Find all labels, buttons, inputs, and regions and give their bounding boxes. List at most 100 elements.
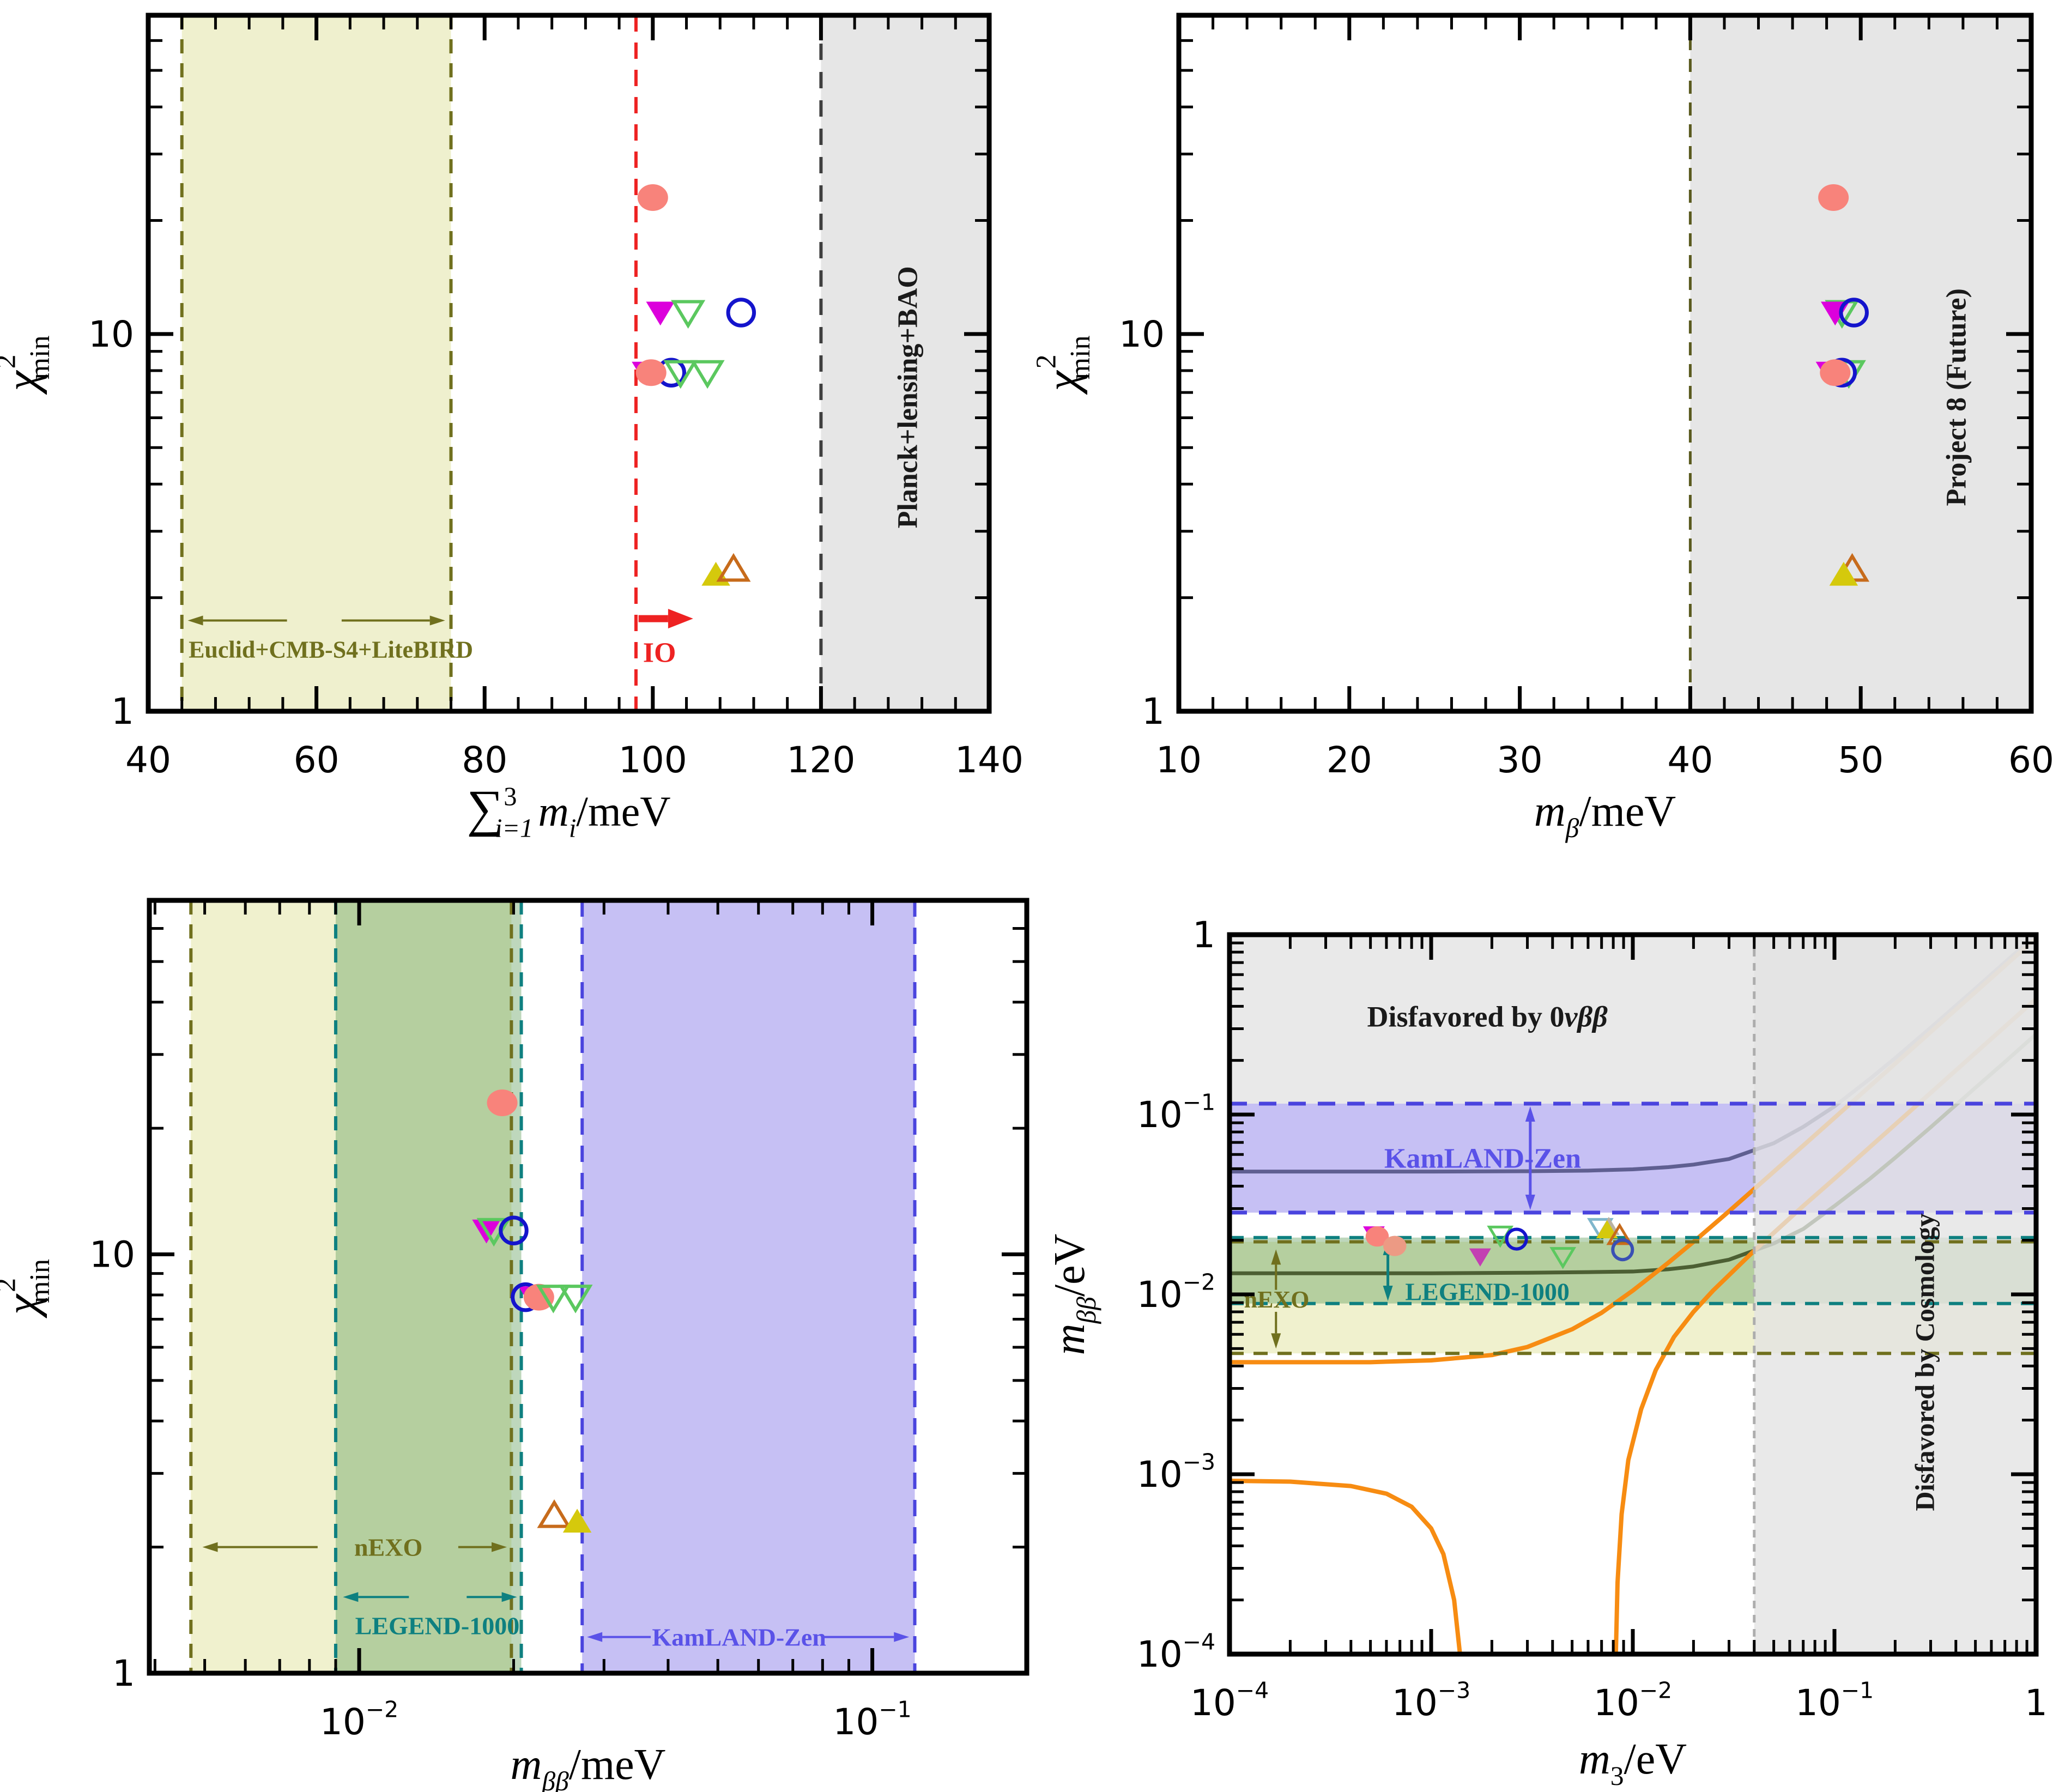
marker-filled-up-triangle — [701, 561, 730, 586]
planck-lensing-bao-band — [821, 15, 989, 711]
x-tick-label: 40 — [125, 739, 171, 781]
y-tick-label: 1 — [1192, 914, 1215, 956]
arrow — [1271, 1311, 1281, 1349]
arrow-head — [668, 609, 693, 629]
planck-label: Planck+lensing+BAO — [892, 266, 923, 528]
marker-open-circle — [1505, 1227, 1528, 1251]
marker-open-down-triangle — [1549, 1247, 1577, 1269]
marker-open-circle — [499, 1215, 529, 1245]
nexo-band — [191, 900, 512, 1673]
y-tick-label: 1 — [112, 1652, 135, 1694]
y-tick-label: 1 — [1142, 691, 1165, 732]
y-tick-label: 10 — [88, 313, 134, 355]
nexo-label: nEXO — [354, 1533, 422, 1561]
arrow-head — [1525, 1194, 1535, 1210]
arrow-head — [894, 1632, 910, 1642]
marker-open-up-triangle — [537, 1499, 572, 1528]
y-tick-label: 10−2 — [1137, 1269, 1215, 1316]
arrow-head — [429, 615, 445, 626]
disfavored-cosmology-label: Disfavored by Cosmology — [1909, 1213, 1940, 1511]
x-tick-label: 140 — [955, 739, 1024, 781]
mbb-vs-m3-axes: 10−4 10−3 10−2 10−1 1 1 10−1 10−2 10−3 10−4 — [1137, 914, 2048, 1724]
marker-open-down-triangle — [663, 360, 698, 389]
marker-open-down-triangle — [558, 1285, 593, 1313]
y-tick-label: 10−4 — [1137, 1628, 1215, 1675]
marker-filled-circle — [635, 359, 667, 386]
kamland-zen-label: KamLAND-Zen — [652, 1623, 826, 1651]
y-axis-title: χ2min — [0, 335, 56, 395]
x-tick-label: 10−2 — [320, 1696, 398, 1743]
marker-open-down-triangle — [536, 1285, 571, 1313]
x-axis-title: mββ/meV — [511, 1741, 666, 1792]
kamland-zen-label: KamLAND-Zen — [1384, 1143, 1581, 1174]
y-tick-label: 10−3 — [1137, 1449, 1215, 1496]
chi2-vs-summi-bands — [181, 15, 989, 711]
chi2-vs-mbb-bands — [191, 900, 915, 1673]
x-tick-label: 60 — [2008, 739, 2054, 781]
marker-filled-down-triangle — [1469, 1248, 1491, 1267]
marker-filled-circle — [523, 1284, 554, 1311]
arrow — [1525, 1106, 1535, 1210]
arrow — [458, 1542, 507, 1552]
chi2-vs-mbeta-axes: 10 20 30 40 50 60 1 10 — [1119, 13, 2054, 781]
y-axis-title: χ2min — [0, 1259, 56, 1318]
chi2-vs-mbb-markers — [472, 1089, 593, 1533]
arrow-head — [202, 1542, 218, 1552]
x-tick-label: 50 — [1838, 739, 1884, 781]
marker-open-circle — [1839, 298, 1869, 328]
x-tick-label: 1 — [2025, 1682, 2048, 1724]
marker-filled-circle — [1383, 1236, 1407, 1256]
arrow-head — [492, 1542, 507, 1552]
legend1000-label: LEGEND-1000 — [355, 1612, 520, 1639]
arrow-head — [1383, 1285, 1393, 1301]
arrow — [1271, 1249, 1281, 1290]
marker-filled-circle — [487, 1089, 518, 1116]
nexo-label: nEXO — [1244, 1286, 1310, 1312]
marker-filled-circle — [1818, 184, 1849, 211]
legend1000-label: LEGEND-1000 — [1405, 1278, 1570, 1305]
arrow-head — [1271, 1249, 1281, 1265]
x-axis-title: mβ/meV — [1534, 788, 1676, 843]
marker-open-up-triangle — [1606, 1222, 1633, 1245]
x-axis-title: ∑3 i=1 mi/meV — [467, 779, 670, 843]
y-tick-label: 1 — [111, 691, 134, 732]
marker-filled-down-triangle — [646, 301, 675, 326]
y-tick-label: 10−1 — [1137, 1089, 1215, 1136]
plot-frame — [147, 898, 1030, 1676]
chi2-vs-mbeta-markers — [1815, 184, 1870, 586]
x-tick-label: 10−1 — [833, 1696, 911, 1743]
x-tick-label: 40 — [1667, 739, 1713, 781]
kamland-zen-band — [582, 900, 915, 1673]
x-tick-label: 80 — [462, 739, 507, 781]
arrow — [341, 615, 445, 626]
x-tick-label: 10−3 — [1392, 1677, 1470, 1724]
x-tick-label: 120 — [786, 739, 855, 781]
arrow — [343, 1592, 409, 1602]
marker-filled-circle — [1820, 359, 1851, 386]
project8-label: Project 8 (Future) — [1941, 288, 1972, 506]
marker-filled-up-triangle — [1829, 561, 1858, 586]
marker-open-up-triangle — [716, 553, 751, 582]
io-label: IO — [643, 637, 676, 668]
chi2-vs-summi-markers — [632, 184, 756, 586]
euclid-cmbs4-litebird-band — [181, 15, 451, 711]
y-tick-label: 10 — [1119, 313, 1165, 355]
legend1000-band — [335, 900, 522, 1673]
arrow — [822, 1632, 910, 1642]
plot-frame — [146, 13, 992, 714]
arrow-head — [343, 1592, 359, 1602]
x-tick-label: 10−1 — [1795, 1677, 1874, 1724]
y-axis-title: χ2min — [1031, 335, 1096, 395]
marker-filled-circle — [637, 184, 668, 211]
y-axis-title: mββ/eV — [1046, 1234, 1101, 1355]
panel-chi2-vs-summi: 40 60 80 100 120 140 1 10 Euclid+CMB-S4+LiteBIRD… — [0, 0, 1030, 896]
marker-open-down-triangle — [671, 300, 706, 329]
marker-open-circle — [1611, 1238, 1634, 1262]
arrow — [587, 1632, 651, 1642]
chi2-vs-mbb-axes: 10−2 10−1 1 10 — [89, 898, 1030, 1743]
panel-chi2-vs-mbeta: 10 20 30 40 50 60 1 10 Project 8 (Future) mβ/meV χ… — [1030, 0, 2059, 896]
io-arrow — [638, 609, 693, 629]
x-axis-title: m3/eV — [1579, 1735, 1687, 1791]
marker-filled-circle — [1365, 1226, 1389, 1247]
